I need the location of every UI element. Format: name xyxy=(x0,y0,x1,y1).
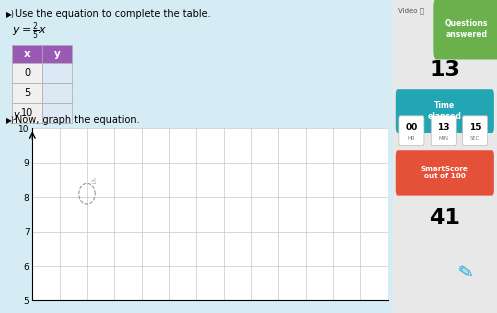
Text: Questions
answered: Questions answered xyxy=(445,19,489,38)
Text: HR: HR xyxy=(408,136,415,141)
Bar xyxy=(12,103,42,123)
Bar xyxy=(42,83,72,103)
Text: 15: 15 xyxy=(469,123,481,132)
FancyBboxPatch shape xyxy=(396,150,494,196)
Text: 0: 0 xyxy=(24,68,30,78)
FancyBboxPatch shape xyxy=(399,116,424,146)
Text: Video Ⓑ: Video Ⓑ xyxy=(398,8,424,14)
Bar xyxy=(12,63,42,83)
Text: Use the equation to complete the table.: Use the equation to complete the table. xyxy=(15,9,211,19)
Text: MIN: MIN xyxy=(439,136,449,141)
Bar xyxy=(12,83,42,103)
Text: ▶): ▶) xyxy=(6,115,15,125)
Text: SEC: SEC xyxy=(470,136,480,141)
Bar xyxy=(42,103,72,123)
Text: 13: 13 xyxy=(429,60,460,80)
Text: 13: 13 xyxy=(437,123,450,132)
Text: y: y xyxy=(13,110,19,120)
Text: 5: 5 xyxy=(24,88,30,98)
Bar xyxy=(12,45,42,63)
FancyBboxPatch shape xyxy=(396,89,494,133)
Text: x: x xyxy=(24,49,30,59)
Text: Now, graph the equation.: Now, graph the equation. xyxy=(15,115,140,125)
FancyBboxPatch shape xyxy=(431,116,456,146)
Text: 41: 41 xyxy=(429,208,460,228)
Text: Time
elapsed: Time elapsed xyxy=(428,101,462,121)
Bar xyxy=(42,45,72,63)
Bar xyxy=(42,63,72,83)
Text: SmartScore
out of 100: SmartScore out of 100 xyxy=(421,167,469,179)
Text: ☝: ☝ xyxy=(90,177,95,186)
FancyBboxPatch shape xyxy=(463,116,488,146)
Text: 00: 00 xyxy=(405,123,417,132)
FancyBboxPatch shape xyxy=(433,0,497,59)
Text: y: y xyxy=(54,49,60,59)
Text: 10: 10 xyxy=(21,108,33,118)
Text: $y = \frac{2}{5}x$: $y = \frac{2}{5}x$ xyxy=(12,20,48,42)
Text: ✏: ✏ xyxy=(451,260,476,285)
Text: ▶): ▶) xyxy=(6,9,15,18)
